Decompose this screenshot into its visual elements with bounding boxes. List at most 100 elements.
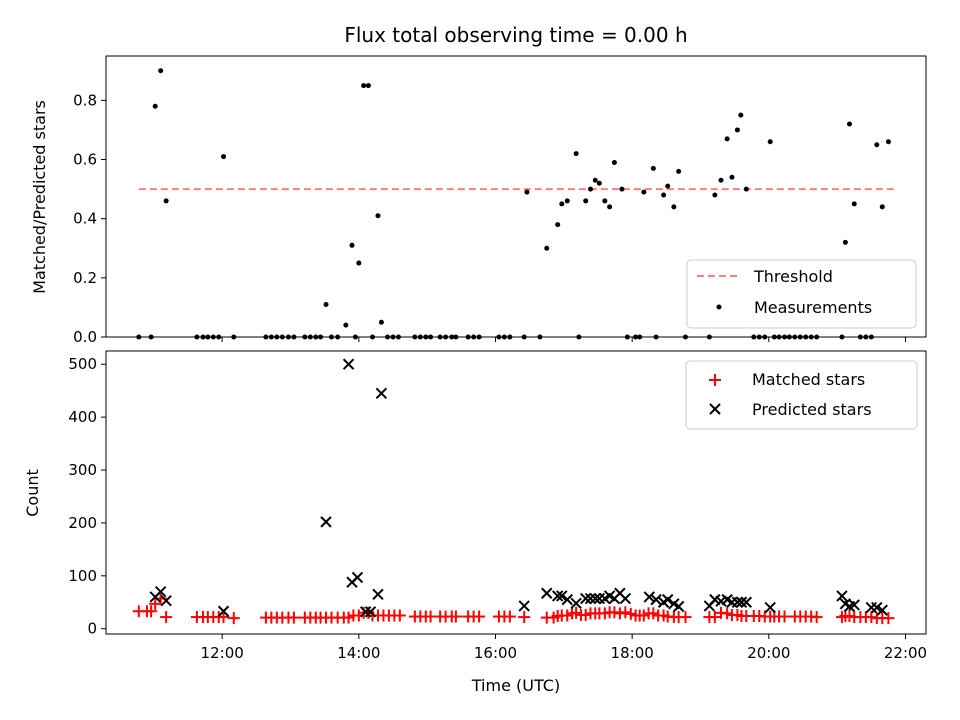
measurement-point: [583, 198, 589, 204]
bottom-y-tick-label: 500: [68, 355, 97, 373]
matched-star-point: [473, 610, 486, 623]
matched-star-point: [503, 610, 516, 623]
predicted-star-point: [364, 606, 377, 618]
measurement-point: [885, 139, 891, 145]
matched-star-point: [865, 611, 878, 624]
measurement-point: [375, 213, 381, 219]
measurement-point: [650, 165, 656, 171]
predicted-star-point: [871, 601, 883, 614]
predicted-star-point: [518, 600, 530, 612]
matched-star-point: [145, 605, 158, 618]
predicted-star-point: [570, 597, 582, 610]
measurement-point: [734, 127, 740, 133]
predicted-star-point: [589, 592, 601, 605]
bottom-y-tick-label: 100: [68, 567, 97, 585]
x-tick-label: 22:00: [884, 644, 927, 662]
measurement-point: [152, 103, 158, 109]
predicted-star-point: [836, 590, 848, 602]
top-y-tick-label: 0.2: [73, 269, 97, 287]
predicted-star-point: [672, 600, 685, 613]
x-tick-label: 12:00: [201, 644, 244, 662]
predicted-star-point: [764, 601, 776, 614]
matched-star-point: [882, 612, 895, 625]
top-axes-frame: [105, 55, 927, 338]
figure-title: Flux total observing time = 0.00 h: [344, 23, 687, 47]
legend-predicted-swatch: [709, 403, 721, 415]
measurement-point: [619, 186, 625, 192]
predicted-star-point: [584, 592, 597, 605]
matched-star-point: [449, 610, 462, 623]
measurement-point: [879, 204, 885, 210]
measurement-point: [602, 198, 608, 204]
measurement-point: [544, 245, 550, 251]
predicted-star-point: [848, 599, 860, 611]
matched-star-point: [160, 611, 173, 624]
measurement-point: [842, 239, 848, 245]
top-y-tick-label: 0.4: [73, 210, 97, 228]
measurement-point: [738, 112, 744, 118]
top-y-axis-label: Matched/Predicted stars: [30, 100, 49, 294]
measurement-point: [846, 121, 852, 127]
bottom-panel: 0 100 200 300 400 500 12:00 14:00 16:00 18:00 20:0…: [23, 350, 927, 695]
predicted-star-point: [375, 387, 388, 400]
measurement-point: [767, 139, 773, 145]
bottom-y-tick-label: 300: [68, 461, 97, 479]
measurement-point: [641, 189, 647, 195]
measurement-point: [661, 192, 667, 198]
legend-predicted-label: Predicted stars: [752, 400, 872, 419]
predicted-star-point: [351, 571, 364, 584]
top-legend: Threshold Measurements: [686, 259, 917, 329]
bottom-y-tick-label: 0: [87, 620, 97, 638]
predicted-star-point: [661, 593, 674, 606]
predicted-star-point: [372, 588, 384, 601]
measurement-point: [851, 201, 857, 207]
measurement-point: [671, 204, 677, 210]
measurement-point: [611, 159, 617, 165]
predicted-star-point: [320, 516, 332, 528]
predicted-star-point: [561, 593, 573, 606]
measurement-point: [524, 189, 530, 195]
top-y-tick-label: 0.6: [73, 151, 97, 169]
bottom-legend: Matched stars Predicted stars: [685, 360, 918, 430]
legend-matched-label: Matched stars: [752, 370, 865, 389]
predicted-star-point: [650, 593, 662, 606]
matched-star-point: [227, 612, 240, 625]
predicted-star-point: [740, 596, 752, 608]
predicted-star-point: [551, 590, 564, 602]
matched-star-point: [708, 611, 721, 624]
measurement-point: [712, 192, 718, 198]
measurement-point: [378, 319, 384, 325]
measurement-point: [221, 154, 227, 160]
x-axis-label: Time (UTC): [471, 676, 560, 695]
predicted-star-point: [359, 606, 372, 618]
measurement-point: [559, 201, 565, 207]
matched-star-point: [608, 606, 621, 619]
matched-star-point: [149, 597, 162, 610]
bottom-y-tick-label: 400: [68, 408, 97, 426]
measurement-point: [349, 242, 355, 248]
measurement-point: [365, 83, 371, 89]
top-panel: 0.00.20.40.60.8 Matched/Predicted stars …: [30, 55, 927, 346]
predicted-star-point: [217, 605, 230, 617]
legend-measurements-label: Measurements: [754, 298, 872, 317]
top-y-tick-label: 0.8: [73, 91, 97, 109]
predicted-star-point: [154, 585, 167, 598]
predicted-star-point: [541, 587, 553, 599]
measurement-point: [555, 222, 561, 228]
matched-star-point: [613, 607, 626, 620]
predicted-star-point: [865, 601, 878, 614]
measurement-point: [356, 260, 362, 266]
measurement-point: [564, 198, 570, 204]
top-y-tick-label: 0.0: [73, 328, 97, 346]
matched-star-point: [619, 606, 632, 619]
measurement-point: [676, 168, 682, 174]
measurement-point: [361, 83, 367, 89]
measurement-point: [729, 174, 735, 180]
measurement-point: [323, 301, 329, 307]
predicted-star-point: [643, 591, 655, 603]
bottom-axes-frame: [105, 350, 927, 635]
matched-star-point: [393, 609, 406, 622]
measurement-point: [718, 177, 724, 183]
measurement-point: [743, 186, 749, 192]
measurement-point: [163, 198, 169, 204]
